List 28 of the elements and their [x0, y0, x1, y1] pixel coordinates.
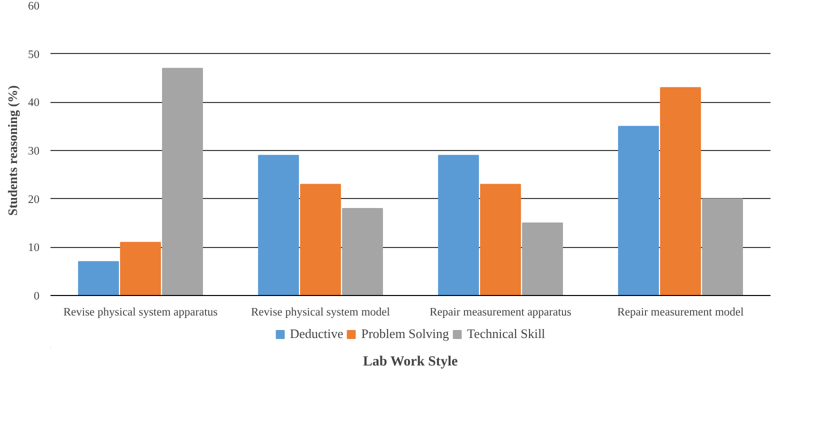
x-axis-title: Lab Work Style — [363, 354, 458, 370]
bar — [618, 126, 659, 296]
bar — [480, 184, 521, 296]
y-tick-label: 30 — [28, 146, 40, 158]
x-tick-label: Revise physical system apparatus — [63, 306, 218, 318]
y-tick-label: 60 — [28, 0, 40, 12]
bar — [660, 87, 701, 296]
bar — [162, 68, 203, 296]
legend-label: Technical Skill — [467, 326, 546, 342]
y-tick-label: 50 — [28, 48, 40, 61]
bar — [120, 242, 161, 296]
y-tick-label: 20 — [28, 194, 40, 206]
y-axis-title: Students reasoning (%) — [5, 85, 20, 216]
bar — [258, 154, 299, 296]
y-tick-label: 40 — [28, 97, 40, 110]
y-tick-label: 0 — [34, 290, 40, 302]
x-tick-label: Repair measurement model — [617, 306, 744, 318]
bar — [300, 184, 341, 296]
x-tick-label: Revise physical system model — [251, 306, 390, 318]
x-tick-label: Repair measurement apparatus — [430, 306, 572, 318]
legend-label: Deductive — [290, 326, 344, 342]
bar — [702, 198, 743, 296]
bar — [342, 208, 383, 296]
y-tick-label: 10 — [28, 242, 40, 254]
bar — [522, 222, 563, 296]
legend-label: Problem Solving — [361, 326, 450, 342]
bar — [78, 261, 119, 296]
bar — [438, 154, 479, 296]
